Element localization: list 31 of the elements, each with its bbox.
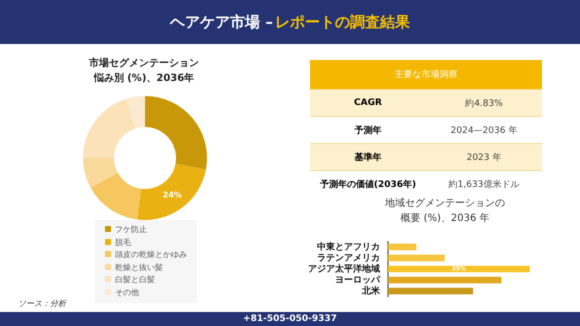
legend-label: 頭皮の乾燥とかゆみ bbox=[115, 250, 187, 259]
chart-title: 地域セグメンテーションの概要 (%)、2036 年 bbox=[384, 196, 506, 226]
bar bbox=[388, 288, 474, 294]
bar bbox=[388, 244, 416, 250]
text: CAGR bbox=[310, 90, 426, 116]
text: 基準年 bbox=[310, 144, 426, 170]
text: ヘアケア市場 –レポートの調査結果 bbox=[170, 12, 410, 32]
y-tick-label: ラテンアメリカ bbox=[317, 252, 380, 262]
legend-label: 白髪と白髪 bbox=[115, 275, 155, 284]
y-tick-label: 北米 bbox=[361, 286, 381, 296]
y-tick-label: アジア太平洋地域 bbox=[308, 263, 380, 274]
bar bbox=[388, 254, 445, 262]
legend-label: 脱毛 bbox=[115, 238, 131, 246]
y-tick-label: ヨーロッパ bbox=[335, 274, 381, 285]
text: 2024—2036 年 bbox=[426, 116, 542, 144]
text: 予測年 bbox=[310, 116, 426, 144]
data-label: 24% bbox=[162, 190, 182, 200]
text: 約4.83% bbox=[426, 90, 542, 116]
text: +81-505-050-9337 bbox=[0, 312, 580, 326]
bar bbox=[388, 276, 502, 284]
bar bbox=[388, 266, 530, 272]
text: 主要な市場洞察 bbox=[310, 60, 542, 90]
legend-label: 乾燥と抜い髪 bbox=[115, 262, 163, 272]
text: 約1,633億米ドル bbox=[426, 170, 542, 197]
text: 2023 年 bbox=[426, 144, 542, 170]
text: ソース：分析 bbox=[18, 298, 66, 309]
y-tick-label: 中東とアフリカ bbox=[317, 241, 380, 252]
chart-title: 市場セグメンテーション悩み別 (%)、2036年 bbox=[88, 56, 200, 86]
legend-label: フケ防止 bbox=[115, 225, 147, 234]
legend-label: その他 bbox=[115, 288, 139, 296]
text: 予測年の価値(2036年) bbox=[310, 170, 426, 197]
